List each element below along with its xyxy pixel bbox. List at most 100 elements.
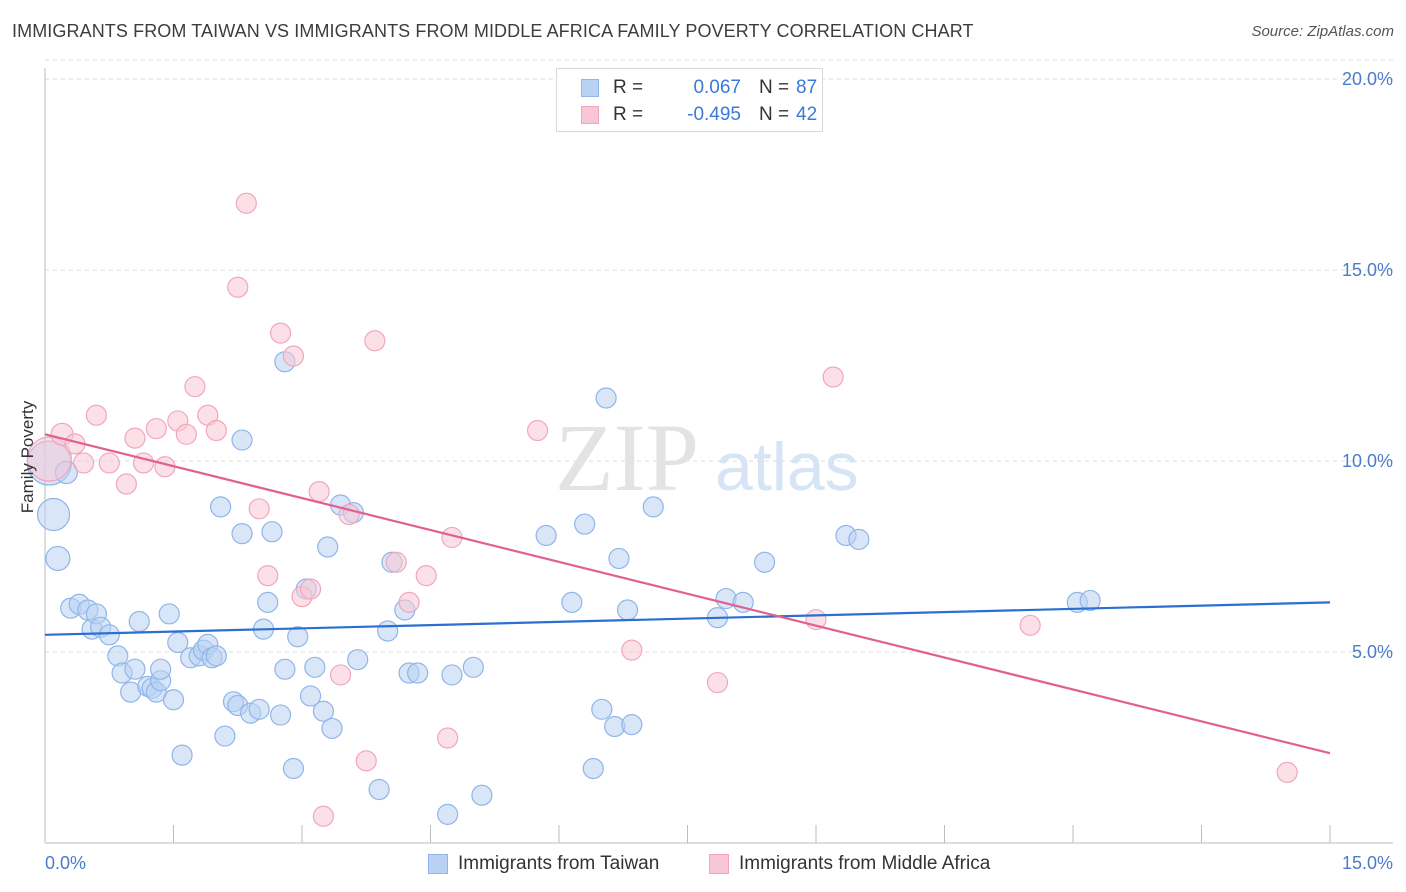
data-point	[616, 599, 639, 621]
gridlines	[45, 59, 1393, 653]
legend-r-label: R =	[613, 77, 644, 98]
data-point	[706, 671, 729, 694]
legend-n-label: N =	[759, 104, 790, 125]
data-point	[124, 658, 146, 680]
data-point	[158, 603, 180, 625]
data-point	[205, 419, 227, 442]
data-point	[248, 498, 270, 520]
y-axis-label: Family Poverty	[18, 400, 37, 513]
legend: R = 0.067 N = 87 R = -0.495 N = 42	[556, 68, 823, 132]
trend-line-middle-africa	[44, 433, 1331, 755]
data-point	[317, 536, 339, 558]
data-point	[257, 591, 279, 613]
data-point	[848, 528, 870, 550]
data-point	[261, 521, 283, 543]
data-point	[621, 639, 643, 661]
data-point	[231, 429, 253, 451]
data-point	[214, 725, 236, 747]
data-point	[124, 427, 146, 449]
data-point	[1276, 761, 1298, 783]
data-point	[415, 565, 437, 587]
chart-title: IMMIGRANTS FROM TAIWAN VS IMMIGRANTS FRO…	[12, 21, 974, 41]
data-point	[235, 192, 257, 214]
data-point	[385, 551, 407, 573]
data-point	[1079, 589, 1101, 612]
data-point	[535, 524, 557, 547]
data-point	[368, 778, 390, 801]
bottom-legend-label-middle-africa: Immigrants from Middle Africa	[739, 853, 991, 874]
y-tick-label: 5.0%	[1352, 642, 1393, 662]
legend-r-value-middle-africa: -0.495	[687, 104, 741, 125]
data-point	[72, 452, 95, 474]
data-point	[115, 473, 137, 495]
data-point	[248, 698, 270, 720]
legend-r-value-taiwan: 0.067	[693, 77, 741, 98]
data-point	[162, 689, 185, 711]
x-tick-label-min: 0.0%	[45, 853, 86, 873]
legend-n-label: N =	[759, 77, 790, 98]
y-tick-label: 20.0%	[1342, 69, 1393, 89]
data-point	[308, 481, 330, 503]
data-point	[462, 656, 484, 678]
data-point	[98, 452, 120, 474]
data-point	[269, 704, 292, 726]
data-points	[26, 192, 1298, 827]
data-point	[299, 685, 322, 707]
bottom-legend-label-taiwan: Immigrants from Taiwan	[458, 853, 660, 874]
data-point	[257, 565, 279, 587]
data-point	[591, 698, 613, 720]
data-point	[753, 551, 776, 573]
data-point	[98, 624, 120, 646]
data-point	[274, 658, 296, 680]
data-point	[608, 547, 630, 570]
data-point	[329, 664, 352, 686]
data-point	[269, 322, 292, 344]
bottom-legend-swatch-middle-africa	[709, 854, 729, 874]
data-point	[364, 330, 386, 352]
legend-n-value-taiwan: 87	[796, 77, 818, 98]
data-point	[441, 664, 463, 686]
data-point	[299, 578, 322, 600]
data-point	[175, 423, 197, 445]
y-tick-label: 15.0%	[1342, 260, 1393, 280]
trend-line-taiwan	[44, 601, 1331, 636]
data-point	[822, 366, 844, 388]
data-point	[184, 375, 206, 398]
data-point	[205, 645, 227, 667]
watermark-zip: ZIP	[555, 404, 699, 511]
data-point	[1019, 614, 1041, 636]
data-point	[210, 496, 232, 518]
data-point	[312, 805, 335, 827]
watermark-atlas: atlas	[715, 429, 859, 505]
y-tick-label: 10.0%	[1342, 451, 1393, 471]
data-point	[574, 513, 596, 535]
chart-source: Source: ZipAtlas.com	[1251, 23, 1394, 40]
data-point	[171, 744, 193, 766]
data-point	[561, 591, 583, 613]
data-point	[128, 610, 150, 633]
data-point	[582, 757, 604, 780]
data-point	[407, 662, 429, 684]
data-point	[471, 784, 493, 806]
data-point	[437, 727, 459, 749]
data-point	[621, 713, 643, 736]
bottom-legend-swatch-taiwan	[428, 854, 448, 874]
trend-lines	[44, 433, 1331, 755]
legend-swatch-middle-africa	[581, 106, 599, 124]
data-point	[150, 658, 172, 680]
data-point	[377, 620, 399, 642]
x-tick-label-max: 15.0%	[1342, 853, 1393, 873]
data-point	[85, 404, 108, 426]
data-point	[36, 497, 71, 532]
data-point	[145, 417, 167, 440]
data-point	[282, 345, 305, 367]
data-point	[347, 649, 369, 671]
data-point	[282, 757, 305, 780]
data-point	[304, 656, 326, 678]
y-tick-labels: 5.0% 10.0% 15.0% 20.0%	[1342, 69, 1393, 662]
legend-r-label: R =	[613, 104, 644, 125]
data-point	[321, 717, 343, 740]
legend-n-value-middle-africa: 42	[796, 104, 818, 125]
data-point	[312, 700, 335, 722]
